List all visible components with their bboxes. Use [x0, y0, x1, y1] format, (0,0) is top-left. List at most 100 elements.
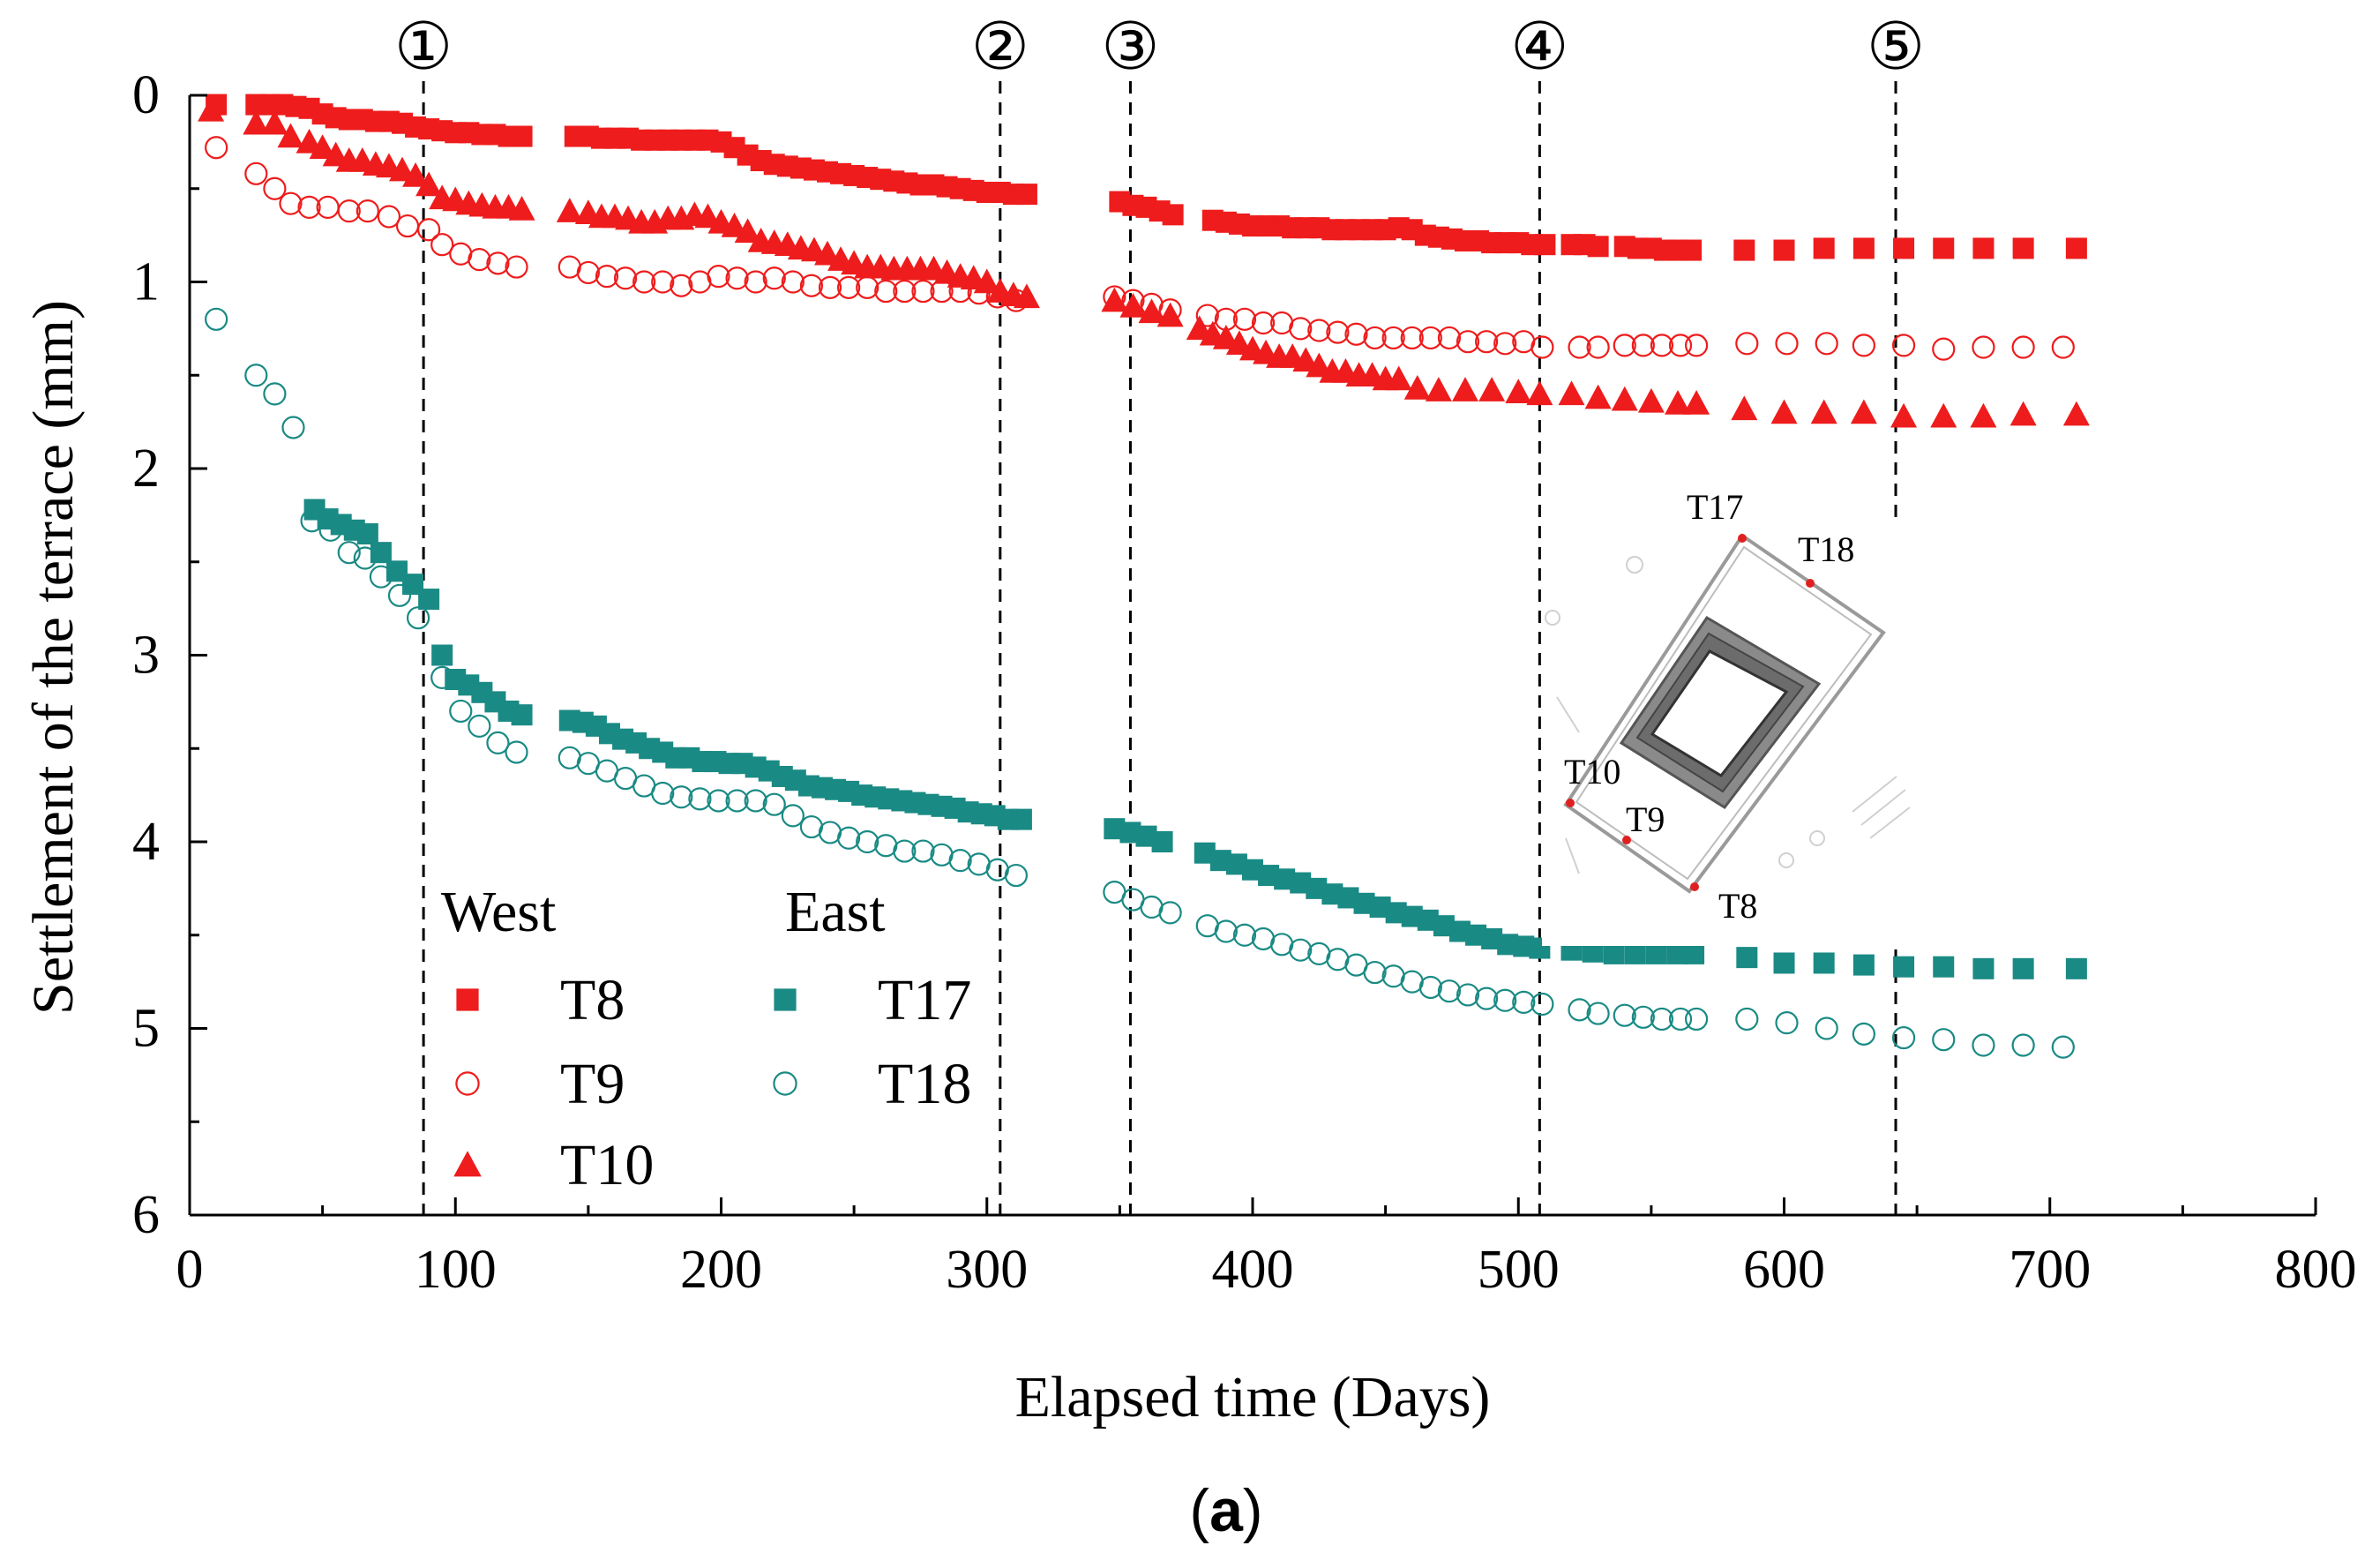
data-point-t18 — [911, 839, 935, 863]
data-point-t18 — [893, 839, 917, 863]
data-point-t18 — [1474, 987, 1499, 1010]
data-point-t9 — [1586, 335, 1610, 359]
legend-entries: T8 T9 T10 T17 T18 — [453, 968, 971, 1197]
data-point-t9 — [874, 279, 898, 304]
y-tick-label: 5 — [132, 999, 160, 1059]
data-point-t17 — [2012, 957, 2034, 979]
inset-point-t18 — [1806, 579, 1815, 588]
data-point-t18 — [318, 518, 342, 542]
data-point-t17 — [431, 644, 453, 666]
data-point-t18 — [762, 792, 786, 816]
legend-east-title: East — [785, 880, 886, 944]
legend-label-t17: T17 — [878, 968, 971, 1032]
data-point-t18 — [406, 606, 430, 630]
data-point-t9 — [818, 275, 842, 299]
data-point-t17 — [2065, 957, 2087, 979]
inset-site-outline — [1563, 533, 1886, 894]
legend: West East T8 T9 T10 T17 T18 — [441, 880, 971, 1197]
data-point-t10 — [1013, 283, 1040, 309]
data-point-t9 — [744, 270, 767, 294]
data-point-t18 — [1891, 1025, 1916, 1050]
data-point-t9 — [1668, 334, 1693, 357]
data-point-t9 — [1650, 334, 1674, 357]
data-point-t10 — [243, 109, 270, 135]
data-point-t8 — [1773, 239, 1795, 261]
data-point-t18 — [1214, 919, 1238, 943]
data-point-t17 — [1813, 952, 1835, 974]
data-point-t10 — [1403, 375, 1431, 400]
data-point-t17 — [1972, 957, 1995, 979]
data-point-t8 — [1852, 237, 1875, 259]
data-point-t18 — [1456, 983, 1480, 1007]
y-tick-label: 0 — [132, 65, 160, 125]
data-point-t10 — [1850, 399, 1877, 424]
legend-marker-t8 — [456, 988, 479, 1011]
inset-point-t9 — [1622, 836, 1631, 844]
data-point-t8 — [511, 125, 533, 147]
data-point-t18 — [205, 307, 228, 331]
data-point-t9 — [1891, 334, 1916, 357]
y-tick-label: 2 — [132, 439, 160, 499]
data-point-t18 — [1631, 1005, 1655, 1029]
data-point-t17 — [1683, 942, 1705, 964]
legend-label-t18: T18 — [878, 1052, 971, 1116]
inset-excavation-inner — [1650, 649, 1789, 777]
data-point-t18 — [744, 789, 767, 813]
data-point-t18 — [1512, 990, 1536, 1014]
x-tick-label: 300 — [946, 1240, 1028, 1300]
legend-marker-t18 — [773, 1071, 797, 1096]
y-axis-ticks: 0 1 2 3 4 5 6 — [132, 65, 207, 1245]
data-point-t9 — [468, 248, 491, 272]
data-point-t10 — [1478, 377, 1506, 401]
legend-marker-t10 — [453, 1151, 482, 1177]
data-point-t8 — [1015, 184, 1037, 206]
y-tick-label: 6 — [132, 1185, 160, 1245]
data-point-t10 — [1425, 377, 1452, 401]
data-point-t10 — [1637, 387, 1665, 413]
y-axis-title: Settlement of the terrace (mm) — [21, 300, 86, 1015]
data-point-t9 — [297, 195, 321, 219]
x-tick-label: 0 — [176, 1240, 204, 1300]
x-tick-label: 400 — [1212, 1240, 1294, 1300]
data-point-t8 — [1587, 236, 1609, 258]
data-point-t18 — [337, 541, 361, 565]
data-point-t9 — [1307, 319, 1331, 342]
data-point-t9 — [725, 266, 749, 290]
inset-label-t10: T10 — [1564, 752, 1620, 792]
data-point-t10 — [1452, 377, 1478, 401]
data-point-t10 — [2062, 401, 2090, 426]
data-point-t10 — [1156, 302, 1184, 327]
data-point-t18 — [1932, 1028, 1956, 1052]
data-point-t10 — [1611, 386, 1638, 411]
data-point-t17 — [418, 589, 440, 611]
x-tick-label: 100 — [415, 1240, 497, 1300]
data-point-t9 — [356, 199, 379, 223]
data-point-t10 — [1101, 287, 1128, 312]
data-point-t9 — [1232, 307, 1257, 331]
data-point-t18 — [353, 546, 377, 570]
legend-entry-t8: T8 — [456, 968, 625, 1032]
data-point-t9 — [762, 266, 786, 290]
series-t18 — [205, 307, 2075, 1059]
x-axis-ticks: 0 100 200 300 400 500 600 700 800 — [176, 1197, 2357, 1300]
data-point-t18 — [1232, 923, 1257, 947]
x-tick-label: 800 — [2275, 1240, 2357, 1300]
data-point-t9 — [595, 265, 619, 289]
data-point-t8 — [1534, 234, 1556, 256]
data-point-t18 — [2051, 1035, 2075, 1059]
data-point-t18 — [651, 781, 675, 806]
figure-caption: (a) — [1189, 1477, 1262, 1544]
legend-label-t9: T9 — [560, 1052, 625, 1116]
data-point-t17 — [1624, 942, 1646, 964]
data-point-t17 — [1933, 956, 1955, 978]
data-point-t9 — [263, 176, 287, 200]
data-point-t10 — [277, 123, 304, 148]
data-point-t18 — [688, 787, 712, 811]
stage-label: ④ — [1510, 10, 1568, 83]
inset-label-t17: T17 — [1687, 487, 1743, 527]
data-point-t18 — [1289, 938, 1313, 962]
data-point-t9 — [707, 265, 730, 289]
data-point-t8 — [1813, 237, 1835, 259]
data-point-t18 — [1004, 863, 1028, 888]
